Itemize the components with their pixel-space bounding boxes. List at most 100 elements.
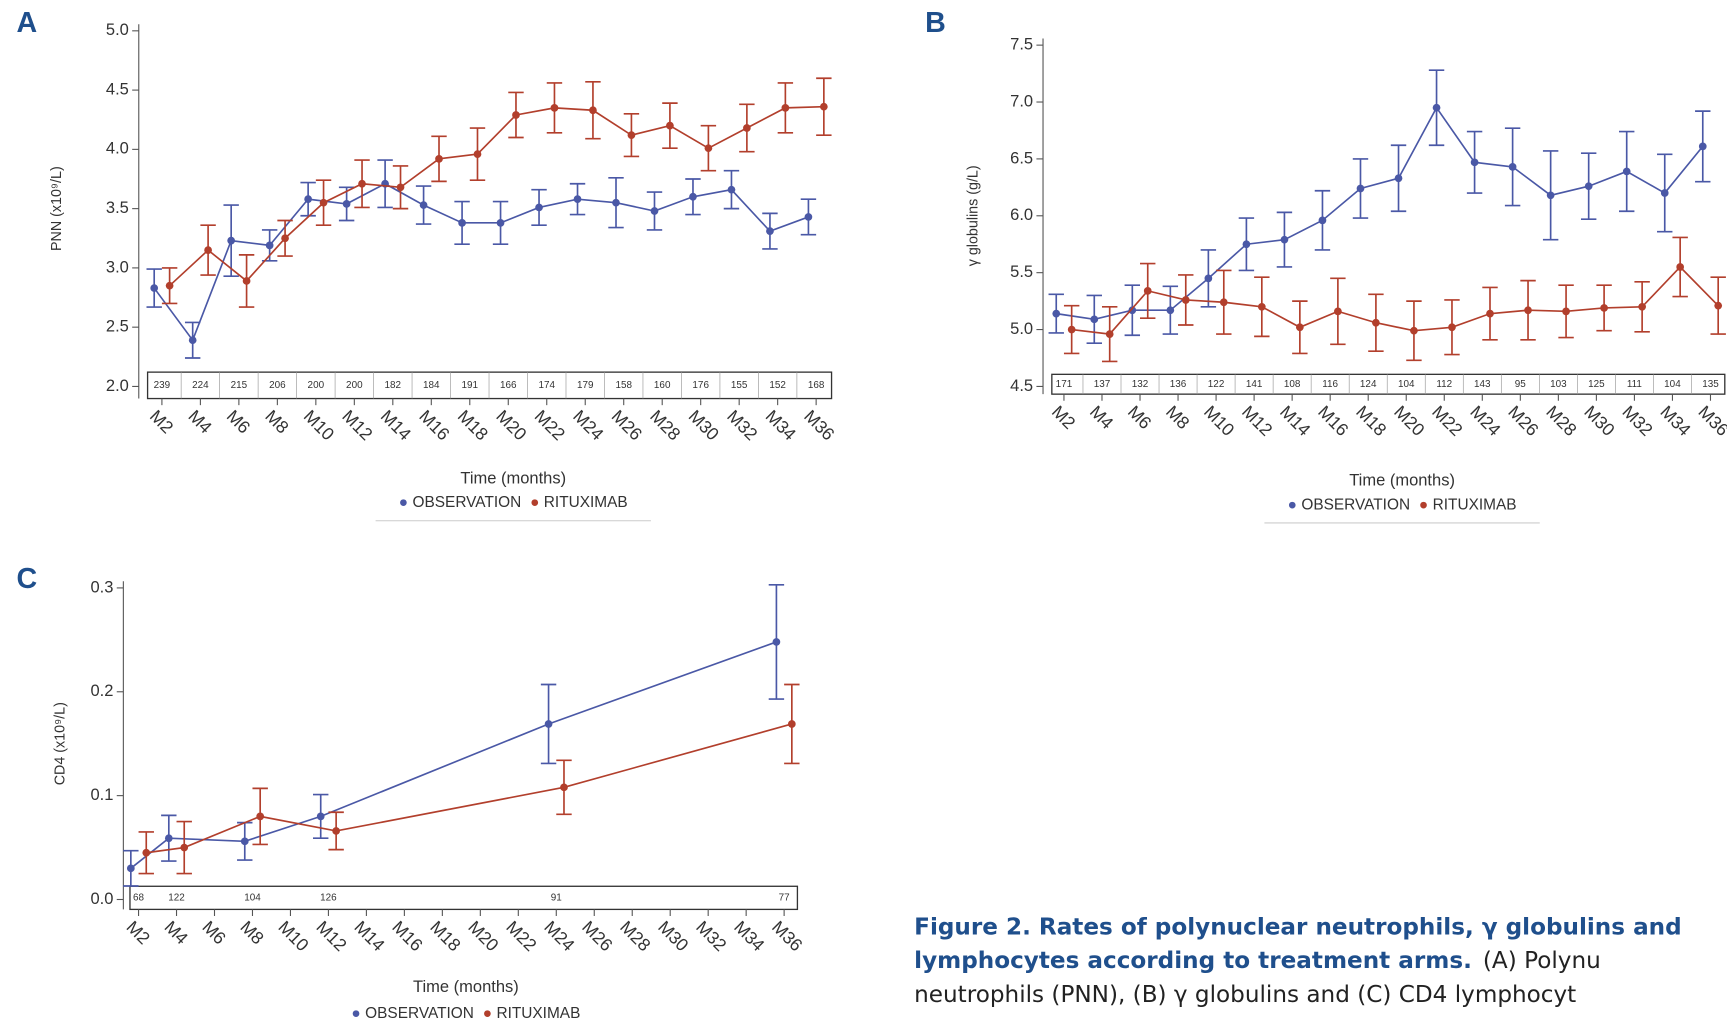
y-axis-title: CD4 (x10⁹/L) — [52, 702, 68, 785]
x-tick-label: M20 — [492, 406, 531, 445]
point — [1470, 158, 1479, 167]
x-tick-label: M18 — [454, 406, 493, 445]
point — [704, 144, 713, 153]
x-tick-label: M4 — [184, 406, 216, 438]
x-tick-label: M2 — [123, 917, 154, 948]
count: 104 — [1664, 379, 1681, 390]
point — [535, 203, 543, 212]
count: 200 — [308, 380, 325, 391]
x-tick-label: M32 — [723, 406, 761, 444]
point — [188, 336, 197, 345]
point — [1105, 330, 1114, 338]
x-tick-label: M18 — [1352, 402, 1391, 441]
point — [1622, 167, 1631, 176]
x-tick-label: M4 — [160, 917, 192, 949]
y-tick-label: 5.0 — [1010, 320, 1033, 338]
point — [242, 277, 251, 285]
x-tick-label: M10 — [1200, 402, 1239, 441]
count: 182 — [385, 380, 402, 391]
series-line — [169, 105, 824, 287]
x-tick-label: M32 — [692, 917, 730, 955]
point — [560, 783, 568, 792]
point — [227, 236, 236, 245]
x-tick-label: M30 — [685, 406, 724, 445]
count: 179 — [577, 380, 594, 391]
legend: ● OBSERVATION ● RITUXIMAB — [351, 1005, 580, 1022]
point — [1128, 306, 1137, 315]
point — [781, 104, 790, 112]
point — [265, 241, 274, 250]
y-tick-label: 6.0 — [1010, 206, 1033, 224]
point — [1410, 326, 1418, 335]
point — [1318, 216, 1327, 225]
count-table — [146, 371, 833, 400]
y-tick-label: 4.5 — [1010, 377, 1033, 395]
y-tick-label: 0.3 — [91, 578, 114, 596]
y-tick-label: 7.0 — [1010, 92, 1033, 110]
point — [1295, 323, 1304, 332]
x-tick-label: M10 — [300, 406, 339, 445]
count: 166 — [500, 380, 517, 391]
point — [496, 219, 505, 227]
x-tick-label: M24 — [1466, 402, 1505, 441]
series-line — [1056, 106, 1704, 321]
point — [1334, 307, 1342, 316]
y-tick-label: 0.1 — [91, 786, 114, 804]
point — [1562, 307, 1570, 316]
point — [164, 834, 173, 843]
y-tick-label: 2.0 — [106, 377, 129, 395]
x-tick-label: M18 — [426, 917, 465, 956]
x-tick-label: M2 — [146, 406, 177, 437]
point — [1052, 309, 1061, 318]
point — [342, 200, 351, 208]
point — [1714, 301, 1723, 310]
count: 108 — [1284, 379, 1301, 390]
point — [766, 227, 774, 236]
count: 215 — [231, 380, 248, 391]
legend-label: RITUXIMAB — [1433, 496, 1517, 513]
point — [473, 150, 482, 158]
series-line — [153, 182, 809, 342]
series-line — [130, 641, 777, 869]
count: 224 — [192, 380, 209, 391]
caption-title: lymphocytes according to treatment arms. — [914, 948, 1472, 974]
point — [1600, 304, 1608, 312]
point — [304, 195, 312, 204]
point — [358, 179, 366, 188]
x-tick-label: M36 — [1694, 402, 1727, 441]
x-tick-label: M16 — [388, 917, 427, 956]
legend-marker: ● — [1288, 496, 1297, 513]
point — [1432, 103, 1441, 112]
point — [612, 198, 620, 207]
x-tick-label: M12 — [338, 406, 376, 444]
point — [1143, 287, 1152, 295]
x-tick-label: M8 — [1162, 402, 1194, 434]
count: 116 — [1322, 379, 1338, 390]
point — [819, 102, 828, 111]
point — [180, 843, 189, 852]
point — [1219, 298, 1228, 307]
count: 91 — [551, 892, 563, 903]
point — [544, 720, 553, 728]
panel-label: A — [17, 7, 38, 39]
legend-label: OBSERVATION — [365, 1005, 474, 1022]
x-tick-label: M14 — [350, 917, 389, 956]
point — [772, 638, 781, 646]
point — [1181, 296, 1190, 304]
point — [743, 124, 751, 132]
count: 176 — [692, 380, 709, 391]
x-tick-label: M14 — [377, 406, 416, 445]
x-tick-label: M20 — [1390, 402, 1429, 441]
point — [1486, 309, 1494, 318]
count: 103 — [1550, 379, 1567, 390]
count: 152 — [769, 380, 786, 391]
x-tick-label: M24 — [569, 406, 608, 445]
count: 111 — [1627, 379, 1643, 390]
caption-text: neutrophils (PNN), (B) γ globulins and (… — [914, 982, 1576, 1008]
count: 171 — [1056, 379, 1073, 390]
x-tick-label: M34 — [730, 917, 769, 956]
legend-marker: ● — [1419, 496, 1428, 513]
point — [550, 104, 559, 112]
series-line — [1071, 265, 1719, 335]
point — [1698, 142, 1707, 151]
